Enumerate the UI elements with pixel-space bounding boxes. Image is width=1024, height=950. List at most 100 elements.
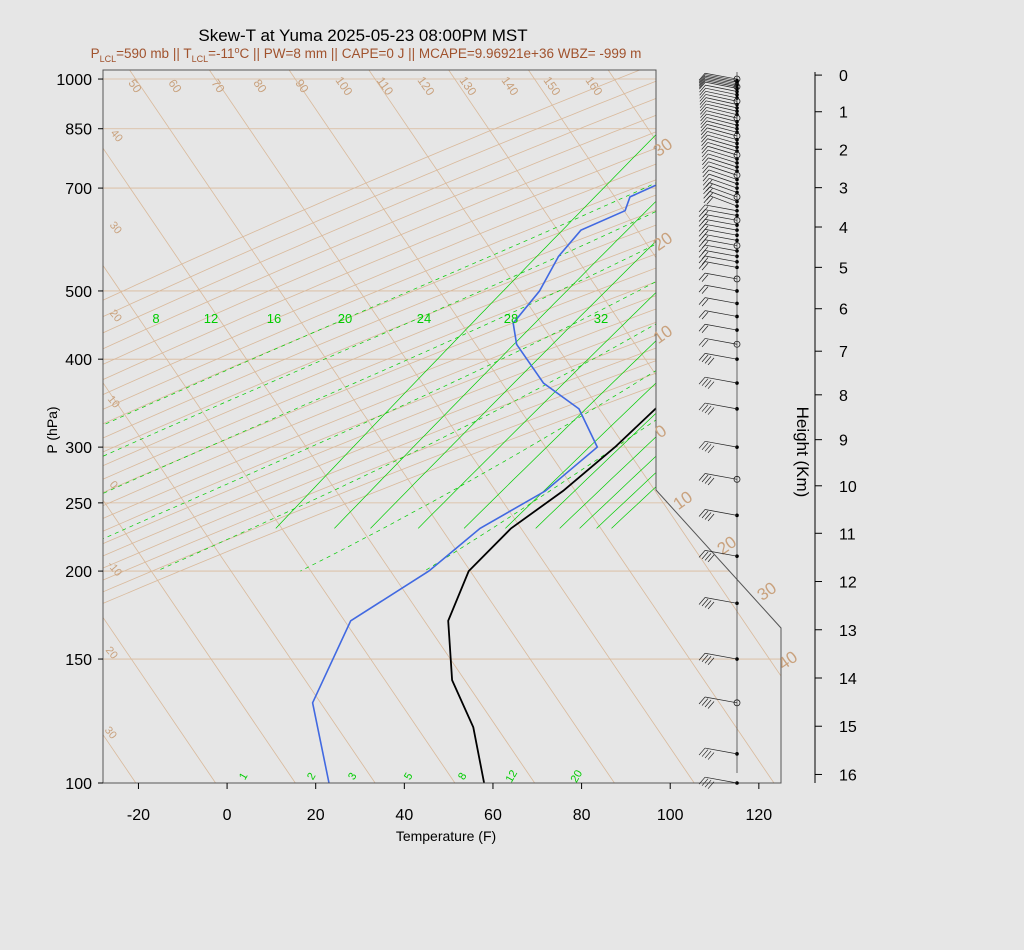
wind-barb-shaft — [706, 110, 738, 119]
wind-barb-feather — [703, 191, 710, 199]
chart-subtitle: PLCL=590 mb || TLCL=-11oC || PW=8 mm || … — [91, 45, 642, 64]
dry-adiabat — [103, 70, 781, 783]
mixing-ratio-label: 20 — [338, 311, 352, 326]
wind-barb-feather — [699, 103, 707, 112]
wind-barb-shaft — [704, 550, 738, 557]
wind-barb-feather — [702, 173, 710, 182]
dry-adiabat — [103, 70, 781, 783]
dry-adiabat — [103, 70, 781, 783]
wind-barb-feather — [698, 234, 706, 242]
wind-barb-shaft — [707, 127, 738, 137]
isotherm-line — [368, 70, 781, 783]
wind-barb-shaft — [709, 182, 738, 193]
x-tick-label: 120 — [745, 807, 772, 824]
wind-barb-feather — [704, 356, 712, 364]
wind-barb-feather — [698, 244, 706, 253]
mixing-ratio-line — [275, 70, 721, 529]
wind-barb-feather — [698, 204, 706, 213]
theta-label: 160 — [583, 74, 606, 99]
height-tick-label: 12 — [839, 575, 857, 592]
wind-barb-shaft — [707, 149, 738, 160]
wind-barb-shaft — [708, 161, 738, 172]
wind-barb-feather — [700, 131, 708, 139]
p-tick-label: 400 — [65, 352, 92, 369]
wind-barb-shaft — [704, 261, 738, 268]
wind-barb-feather — [704, 444, 712, 452]
wind-barb-shaft — [707, 134, 738, 144]
dry-adiabat — [103, 70, 730, 783]
wind-barb-shaft — [704, 440, 738, 448]
wind-barb-shaft — [704, 297, 738, 304]
wind-barb-feather — [701, 149, 709, 158]
wind-barb-feather — [698, 284, 706, 293]
height-tick-label: 15 — [839, 719, 857, 736]
wind-barb-feather — [702, 161, 709, 170]
right-axis-label: 10 — [650, 321, 676, 347]
wind-barb-shaft — [704, 239, 738, 246]
x-tick-label: 100 — [657, 807, 684, 824]
wind-barb-shaft — [704, 229, 738, 236]
dry-adiabat — [103, 70, 781, 783]
wind-barb-feather — [700, 113, 707, 122]
wind-barb-feather — [698, 323, 706, 332]
isotherm-line — [103, 70, 137, 783]
wind-barb-shaft — [704, 338, 738, 345]
wind-barb-shaft — [706, 107, 738, 116]
wind-barb-feather — [700, 127, 708, 136]
isotherm-line — [288, 70, 775, 783]
isotherm-line — [103, 70, 456, 783]
wind-barb-feather — [706, 197, 714, 205]
wind-barb-feather — [698, 376, 706, 385]
wind-barb-feather — [701, 325, 709, 333]
mixing-ratio-line — [611, 70, 781, 529]
theta-label: 140 — [499, 74, 522, 99]
wind-barb-feather — [704, 750, 712, 759]
wind-barb-feather — [698, 214, 706, 222]
wind-barb-shaft — [705, 94, 738, 102]
wind-barb-feather — [707, 554, 715, 563]
wind-barb-feather — [701, 598, 709, 607]
wind-barb-shaft — [709, 178, 738, 189]
height-tick-label: 4 — [839, 220, 848, 237]
p-tick-label: 500 — [65, 284, 92, 301]
isotherm-line — [129, 70, 615, 783]
wind-barb-feather — [702, 178, 710, 186]
dry-adiabat — [103, 70, 781, 783]
mixing-ratio-low-label: 20 — [569, 768, 586, 785]
wind-barb-feather — [707, 445, 715, 454]
wind-barb-feather — [700, 117, 707, 125]
wind-barb-feather — [700, 124, 708, 132]
wind-barb-feather — [698, 441, 706, 449]
wind-barb-shaft — [705, 80, 738, 88]
isotherm-label: 30 — [107, 220, 124, 237]
wind-barb-feather — [698, 776, 706, 785]
p-tick-label: 250 — [65, 496, 92, 513]
theta-label: 100 — [333, 74, 356, 99]
height-tick-label: 0 — [839, 68, 848, 85]
wind-barb-feather — [707, 357, 715, 366]
wind-barb-feather — [701, 134, 708, 143]
theta-label: 120 — [415, 74, 438, 99]
p-tick-label: 200 — [65, 564, 92, 581]
wind-barb-feather — [702, 157, 709, 166]
isotherm-label: 0 — [107, 479, 120, 491]
height-tick-label: 7 — [839, 344, 848, 361]
mixing-ratio-low-label: 5 — [402, 771, 415, 782]
height-tick-label: 6 — [839, 302, 848, 319]
wind-barb-feather — [703, 195, 711, 204]
wind-barb-feather — [701, 749, 709, 757]
wind-barb-shaft — [705, 78, 738, 86]
wind-barb-shaft — [705, 100, 738, 109]
wind-barb-feather — [701, 778, 709, 786]
moist-adiabat — [103, 70, 781, 572]
wind-barb-feather — [698, 747, 706, 756]
moist-adiabat — [103, 70, 781, 572]
wind-barb-feather — [701, 339, 709, 348]
wind-barb-feather — [704, 779, 712, 788]
wind-barb-shaft — [705, 74, 738, 81]
wind-calm-marker — [733, 216, 741, 224]
wind-calm-marker — [733, 242, 741, 249]
wind-barb-shaft — [706, 117, 738, 126]
wind-barb-feather — [698, 550, 706, 558]
p-tick-label: 700 — [65, 181, 92, 198]
